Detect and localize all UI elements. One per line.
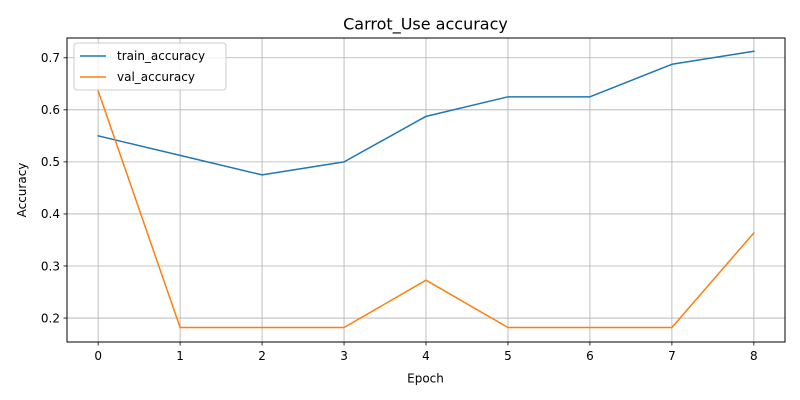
- legend-label-val-accuracy: val_accuracy: [117, 70, 195, 84]
- series-line-val-accuracy: [97, 89, 755, 329]
- series-line-train-accuracy: [97, 50, 755, 176]
- x-tick-label: 4: [422, 349, 430, 363]
- x-axis-ticks: 0 1 2 3 4 5 6 7 8: [94, 342, 758, 363]
- legend: train_accuracy val_accuracy: [73, 42, 227, 91]
- grid: [67, 38, 785, 342]
- x-axis-label: Epoch: [407, 372, 444, 386]
- x-tick-label: 7: [668, 349, 676, 363]
- x-tick-label: 6: [586, 349, 594, 363]
- y-axis-label: Accuracy: [15, 163, 29, 218]
- y-tick-label: 0.3: [41, 259, 60, 273]
- x-tick-label: 5: [504, 349, 512, 363]
- legend-box: [73, 42, 227, 91]
- y-tick-label: 0.5: [41, 155, 60, 169]
- y-axis-ticks: 0.2 0.3 0.4 0.5 0.6 0.7: [41, 51, 67, 325]
- x-tick-label: 3: [340, 349, 348, 363]
- series-lines: [97, 50, 755, 329]
- x-tick-label: 1: [176, 349, 184, 363]
- x-tick-label: 2: [258, 349, 266, 363]
- x-tick-label: 8: [750, 349, 758, 363]
- y-tick-label: 0.4: [41, 207, 60, 221]
- y-tick-label: 0.6: [41, 103, 60, 117]
- chart-title: Carrot_Use accuracy: [343, 15, 508, 35]
- legend-label-train-accuracy: train_accuracy: [117, 49, 205, 63]
- y-tick-label: 0.2: [41, 311, 60, 325]
- x-tick-label: 0: [94, 349, 102, 363]
- y-tick-label: 0.7: [41, 51, 60, 65]
